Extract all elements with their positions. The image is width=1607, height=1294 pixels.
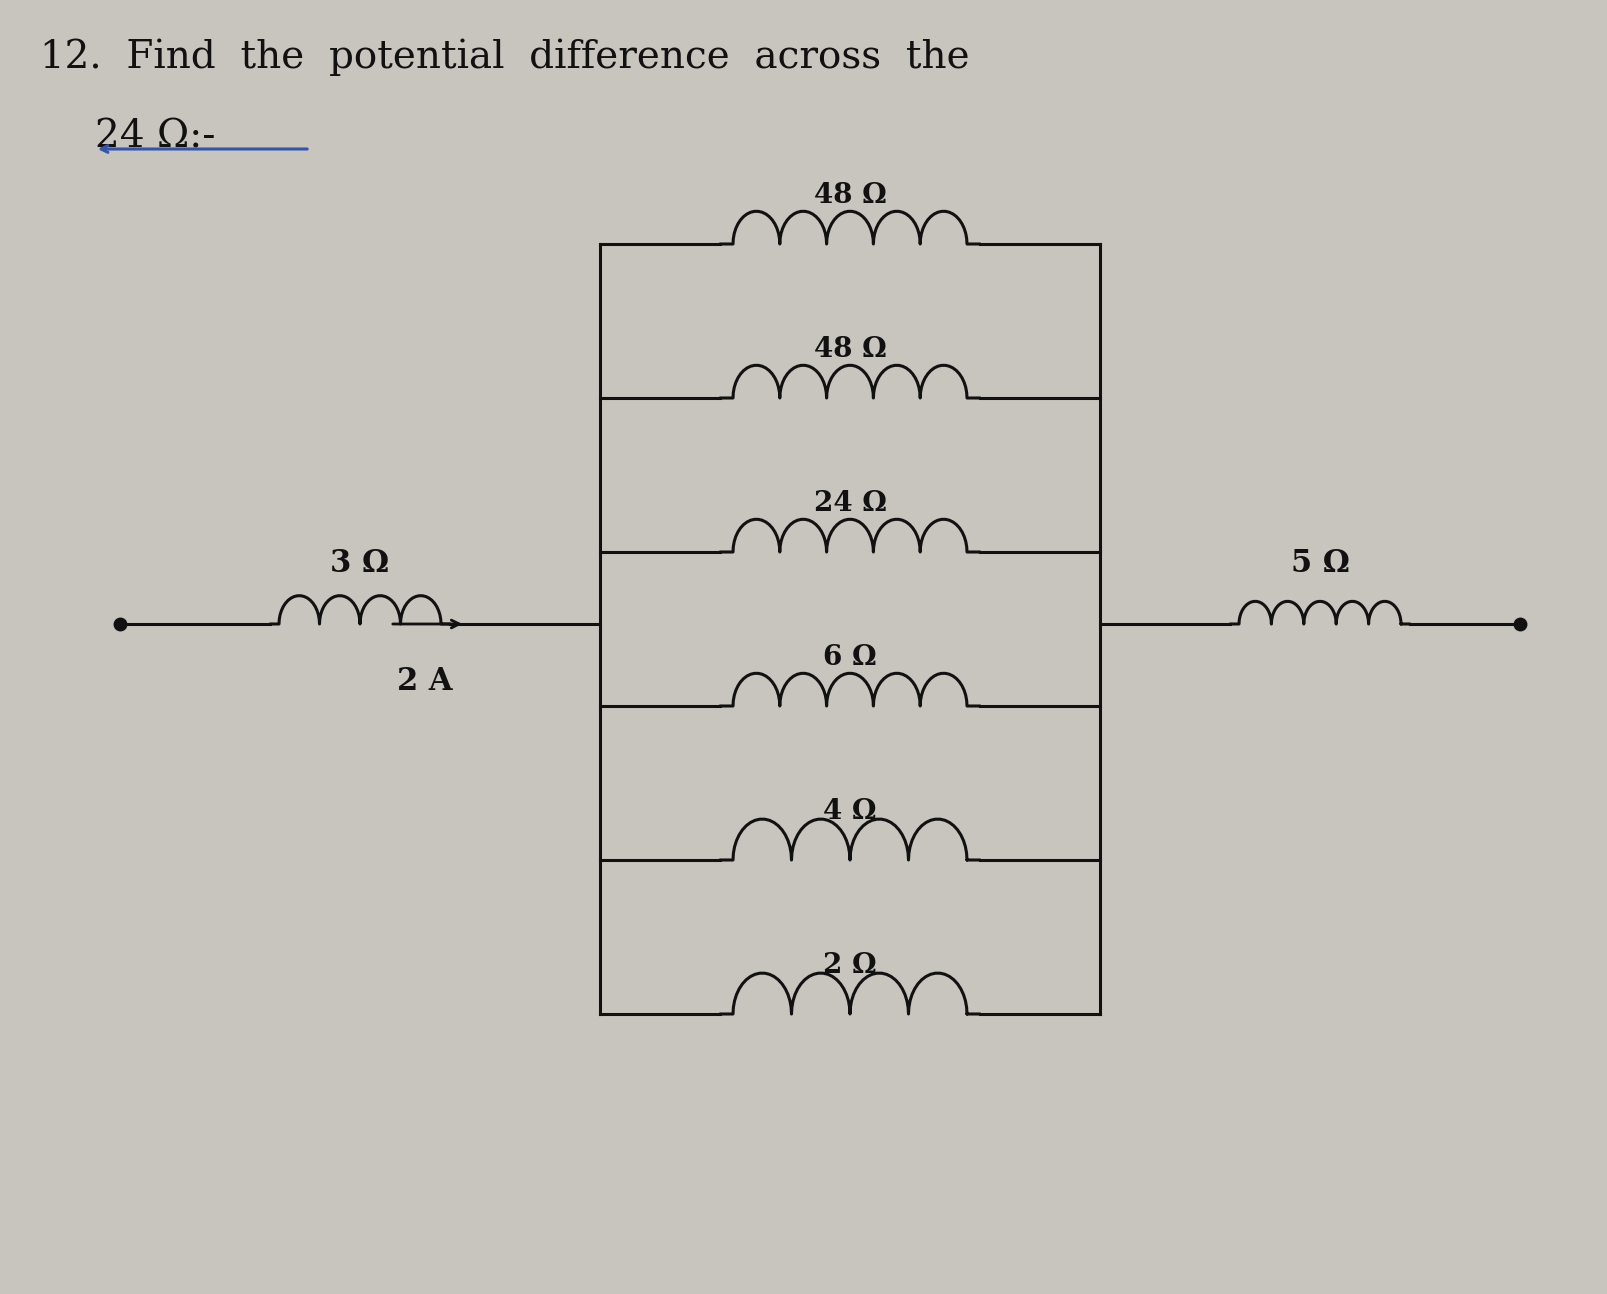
Text: 2 Ω: 2 Ω (823, 952, 876, 980)
Text: 24 Ω: 24 Ω (813, 490, 885, 518)
Text: 6 Ω: 6 Ω (823, 644, 876, 672)
Text: 4 Ω: 4 Ω (823, 798, 876, 826)
Text: 48 Ω: 48 Ω (813, 336, 885, 364)
Text: 5 Ω: 5 Ω (1290, 547, 1348, 578)
Text: 24 Ω:-: 24 Ω:- (95, 119, 215, 157)
Text: 3 Ω: 3 Ω (329, 547, 389, 578)
Text: 48 Ω: 48 Ω (813, 182, 885, 210)
Text: 12.  Find  the  potential  difference  across  the: 12. Find the potential difference across… (40, 39, 969, 76)
Text: 2 A: 2 A (397, 666, 453, 697)
